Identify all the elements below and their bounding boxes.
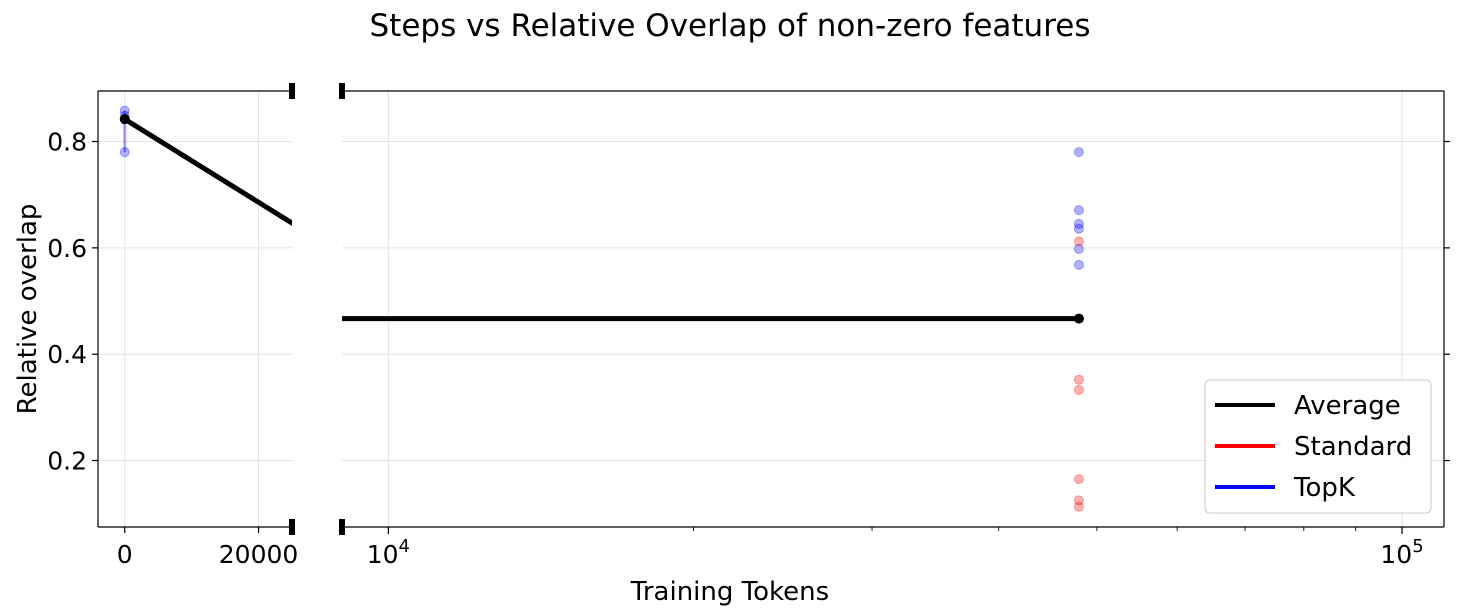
y-axis-label: Relative overlap [13,204,43,415]
average-line-left [123,117,292,226]
chart-title: Steps vs Relative Overlap of non-zero fe… [370,8,1091,44]
topk-point [441,260,450,269]
y-tick-label: 0.2 [47,447,87,476]
topk-point [441,224,450,233]
y-tick-label: 0.4 [47,340,87,369]
topk-point [441,244,450,253]
series-topk-left [119,105,450,269]
legend-label-topk: TopK [1293,473,1356,503]
series-average-left [119,114,292,226]
legend-box [1204,379,1432,514]
standard-point [441,496,450,505]
series-standard-right [1073,236,1084,512]
x-tick-label-base: 10 [1380,540,1412,569]
x-tick-label-left: 0 [117,540,133,569]
plot-area: 0.20.40.60.80 20000 104 105 [47,83,1450,569]
x-tick-label-exponent: 5 [1412,536,1423,557]
standard-point [1073,501,1084,512]
average-point [119,114,130,125]
topk-point [441,148,450,157]
topk-point [1073,243,1084,254]
topk-point [441,219,450,228]
x-tick-label-exponent: 4 [399,536,410,557]
standard-point [1073,236,1084,247]
standard-point [1073,495,1084,506]
topk-point [441,206,450,215]
legend-label-standard: Standard [1294,432,1412,462]
legend: Average Standard TopK [1204,379,1432,514]
y-tick-label: 0.8 [47,128,87,157]
standard-point [441,475,450,484]
average-point [1073,313,1084,324]
topk-point [1073,218,1084,229]
legend-label-average: Average [1294,391,1401,421]
topk-point [119,147,130,158]
standard-point [441,502,450,511]
topk-point [1073,223,1084,234]
standard-point [441,375,450,384]
x-axis-label: Training Tokens [630,577,829,607]
standard-point [1073,474,1084,485]
topk-point [1073,205,1084,216]
y-tick-label: 0.6 [47,234,87,263]
series-average-right [342,313,1084,324]
standard-point [441,237,450,246]
standard-point [1073,374,1084,385]
topk-point [1073,259,1084,270]
standard-point [1073,384,1084,395]
x-tick-label-right: 104 [367,536,410,569]
x-tick-label-right: 105 [1380,536,1423,569]
series-topk-right [1073,147,1084,270]
x-tick-label-base: 10 [367,540,399,569]
topk-point [1073,147,1084,158]
x-tick-label-left: 20000 [219,540,299,569]
series-standard-left [441,237,450,511]
standard-point [441,385,450,394]
